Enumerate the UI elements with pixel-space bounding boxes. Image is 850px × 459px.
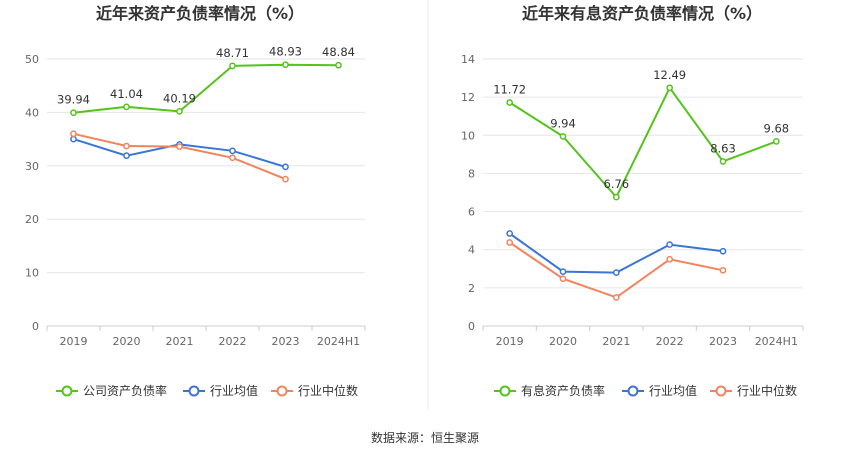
x-tick-label: 2019 [60,335,88,348]
chart-title: 近年来有息资产负债率情况（%） [522,4,762,23]
data-point-green [123,103,130,111]
legend-label: 公司资产负债率 [83,383,167,398]
data-point-orange [719,266,727,274]
data-point-blue [719,247,727,255]
data-point-orange [506,239,514,246]
y-tick-label: 8 [468,167,475,180]
series-line-green [73,63,339,114]
data-point-blue [123,152,130,160]
x-tick-label: 2023 [272,335,300,348]
data-point-orange [282,175,289,183]
data-point-green [666,84,674,92]
data-point-orange [559,275,567,283]
data-label: 12.49 [653,68,686,82]
data-point-blue [282,163,289,171]
legend-marker [276,385,288,397]
x-tick-label: 2023 [709,335,737,348]
data-point-green [559,133,567,140]
y-tick-label: 0 [468,320,475,333]
y-tick-label: 10 [461,129,475,142]
legend-label: 有息资产负债率 [521,383,605,398]
data-point-orange [666,255,674,263]
y-tick-label: 40 [25,106,39,119]
y-tick-label: 10 [25,267,39,280]
data-label: 11.72 [493,82,526,96]
y-tick-label: 14 [461,53,475,66]
data-label: 48.71 [216,46,249,60]
data-point-green [506,99,514,106]
x-tick-label: 2021 [166,335,194,348]
legend-marker [715,385,727,397]
data-point-green [70,109,77,117]
series-line-blue [509,232,724,274]
data-point-blue [229,147,236,155]
data-label: 48.84 [322,45,355,59]
data-label: 48.93 [269,45,302,59]
data-point-green [335,61,342,69]
data-label: 8.63 [710,141,736,155]
y-tick-label: 12 [461,91,475,104]
data-source-note: 数据来源：恒生聚源 [370,431,479,445]
data-label: 9.68 [764,121,790,135]
data-label: 40.19 [163,91,196,105]
legend-marker [627,385,639,397]
series-line-green [509,85,777,199]
legend-marker [61,385,73,397]
data-point-blue [70,135,77,143]
y-tick-label: 4 [468,244,475,257]
x-tick-label: 2024H1 [755,335,798,348]
data-point-blue [506,230,514,237]
y-tick-label: 2 [468,282,475,295]
data-label: 41.04 [110,87,143,101]
y-tick-label: 20 [25,213,39,226]
data-point-blue [666,241,674,248]
data-point-blue [612,269,620,276]
legend-label: 行业均值 [210,383,258,398]
data-point-green [772,138,780,145]
x-tick-label: 2024H1 [317,335,360,348]
legend-label: 行业中位数 [737,383,797,398]
data-point-green [282,61,289,69]
data-point-orange [123,142,130,150]
y-tick-label: 50 [25,53,39,66]
legend-marker [499,385,511,397]
chart-1: 近年来资产负债率情况（%） 0 10 20 30 40 50 2019 2020 2021 2022… [25,4,366,398]
y-tick-label: 0 [32,320,39,333]
data-point-green [229,62,236,70]
x-tick-label: 2020 [113,335,141,348]
data-label: 9.94 [550,116,576,130]
legend-marker [188,385,200,397]
data-point-green [719,158,727,165]
data-point-orange [612,294,620,301]
x-tick-label: 2022 [656,335,684,348]
data-point-orange [176,143,183,150]
data-point-orange [70,130,77,138]
chart-title: 近年来资产负债率情况（%） [96,4,304,23]
y-tick-label: 30 [25,160,39,173]
data-point-green [176,108,183,115]
chart-2: 近年来有息资产负债率情况（%） 0 2 4 6 8 10 12 14 2019 2020 2021 20… [461,4,804,398]
legend-label: 行业中位数 [298,383,358,398]
x-tick-label: 2022 [219,335,247,348]
data-label: 39.94 [57,93,90,107]
data-point-orange [229,154,236,162]
y-tick-label: 6 [468,206,475,219]
x-tick-label: 2020 [549,335,577,348]
data-point-green [612,193,620,201]
x-tick-label: 2021 [602,335,630,348]
legend-label: 行业均值 [649,383,697,398]
data-label: 6.76 [604,177,630,191]
x-tick-label: 2019 [496,335,524,348]
data-point-blue [559,268,567,275]
